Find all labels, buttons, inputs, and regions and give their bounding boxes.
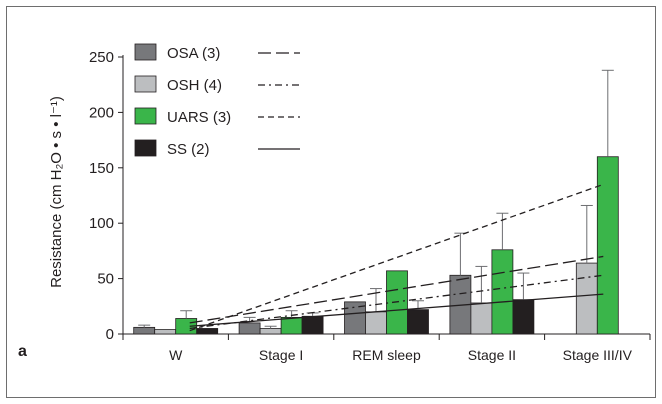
x-tick-label: Stage II [468,347,516,363]
bar-uars-3 [596,156,619,335]
trend-line-osa-3 [189,255,604,324]
x-tick-label: W [169,347,183,363]
bar-osa-3 [238,322,261,335]
trend-line-ss-2 [189,293,604,327]
legend-label-ss-2: SS (2) [167,141,210,158]
legend-label-uars-3: UARS (3) [167,109,231,126]
y-tick-label: 100 [89,215,114,232]
x-tick-label: REM sleep [352,347,421,363]
bar-osh-4 [470,302,493,335]
y-tick-label: 250 [89,49,114,66]
bar-ss-2 [512,299,535,335]
y-tick-label: 200 [89,104,114,121]
figure-frame [6,6,656,398]
legend-swatch-osh-4 [134,75,157,93]
bars [133,156,619,335]
legend: OSA (3) OSH (4) UARS (3) SS (2) [134,43,300,158]
bar-ss-2 [407,309,429,335]
panel-label: a [18,343,27,360]
bar-ss-2 [301,315,324,335]
bar-osa-3 [133,326,156,335]
trend-line-osh-4 [189,274,604,330]
y-tick-label: 0 [106,326,114,343]
legend-swatch-uars-3 [134,107,157,125]
legend-label-osa-3: OSA (3) [167,45,220,62]
bar-uars-3 [280,316,303,335]
y-tick-label: 150 [89,160,114,177]
x-tick-label: Stage I [259,347,303,363]
bar-osh-4 [575,262,598,335]
bar-osh-4 [259,328,282,335]
bar-uars-3 [491,249,514,335]
bar-osh-4 [365,311,387,335]
error-bars [138,69,614,329]
trend-lines [189,183,604,332]
y-tick-label: 50 [97,271,114,288]
legend-swatch-ss-2 [134,139,157,157]
x-tick-label: Stage III/IV [563,347,633,363]
y-axis-label: Resistance (cm H₂O • s • l⁻¹) [48,96,65,288]
legend-label-osh-4: OSH (4) [167,77,222,94]
bar-osh-4 [154,329,177,335]
trend-line-uars-3 [189,183,604,332]
legend-swatch-osa-3 [134,43,157,61]
bar-ss-2 [196,328,219,335]
